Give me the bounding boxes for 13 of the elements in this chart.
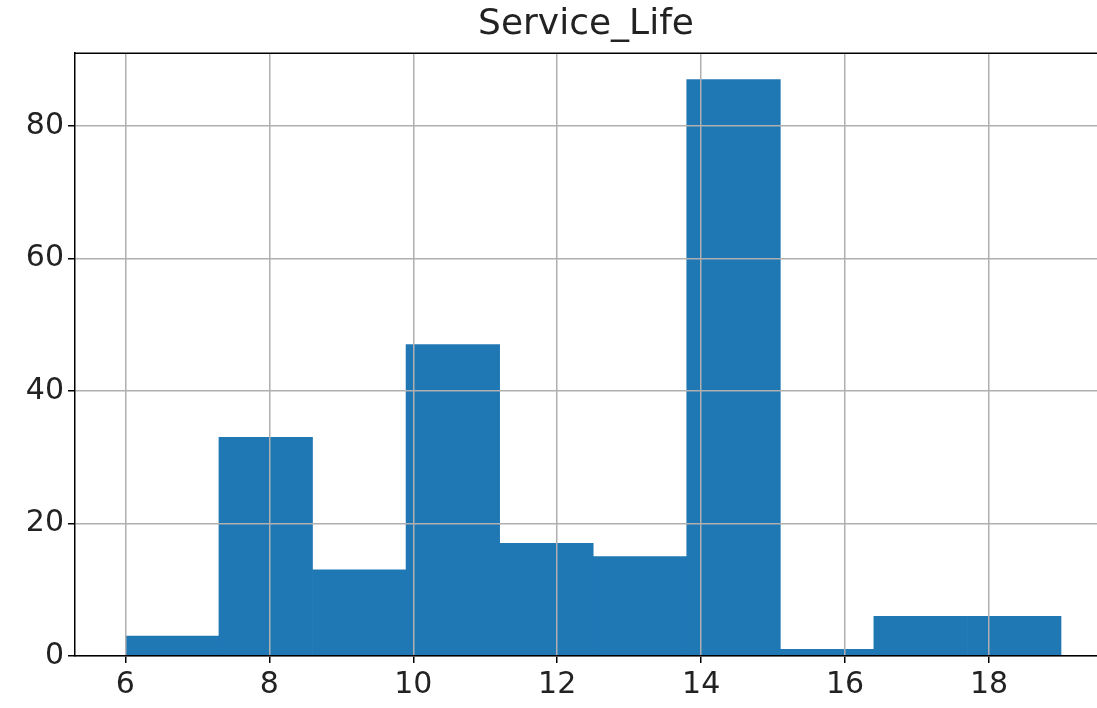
chart-title: Service_Life [478,0,694,42]
x-tick-label: 16 [826,664,865,700]
y-tick-label: 80 [25,105,64,141]
x-tick-label: 8 [259,664,279,700]
x-tick-label: 18 [969,664,1009,700]
y-tick-label: 20 [25,503,64,539]
x-tick-label: 10 [394,664,433,700]
y-tick-label: 0 [44,635,64,671]
y-tick-label: 40 [25,370,64,406]
x-tick-label: 14 [682,664,721,700]
x-tick-label: 12 [538,664,577,700]
x-tick-label: 6 [115,664,135,700]
y-tick-label: 60 [25,238,64,274]
